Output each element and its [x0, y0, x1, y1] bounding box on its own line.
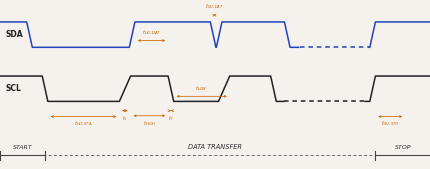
Text: SDA: SDA: [5, 30, 23, 39]
Text: $t_{HD;DAT}$: $t_{HD;DAT}$: [141, 29, 161, 37]
Text: STOP: STOP: [394, 145, 410, 150]
Text: $t_{HIGH}$: $t_{HIGH}$: [142, 119, 156, 128]
Text: START: START: [13, 145, 32, 150]
Text: SCL: SCL: [5, 84, 21, 93]
Text: $t_r$: $t_r$: [122, 114, 128, 123]
Text: DATA TRANSFER: DATA TRANSFER: [188, 144, 242, 150]
Text: $t_{HD;STA}$: $t_{HD;STA}$: [74, 120, 92, 128]
Text: $t_f$: $t_f$: [168, 114, 173, 123]
Text: $t_{LOW}$: $t_{LOW}$: [195, 84, 208, 93]
Text: $t_{SU;STO}$: $t_{SU;STO}$: [380, 120, 399, 128]
Text: $t_{SU;DAT}$: $t_{SU;DAT}$: [205, 3, 223, 11]
